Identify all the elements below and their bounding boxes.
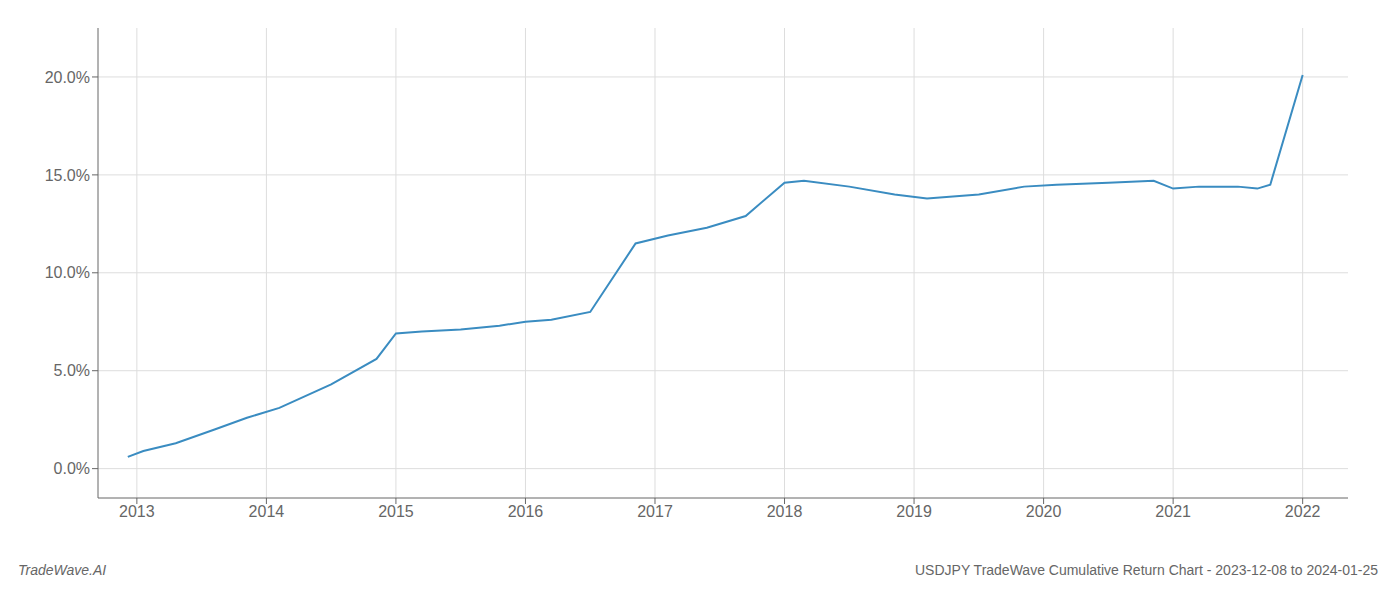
svg-text:2016: 2016 (508, 503, 544, 520)
svg-text:2013: 2013 (119, 503, 155, 520)
svg-text:0.0%: 0.0% (54, 460, 90, 477)
svg-text:5.0%: 5.0% (54, 362, 90, 379)
html-text:TradeWave.AI: TradeWave.AI (18, 562, 107, 578)
svg-text:2015: 2015 (378, 503, 414, 520)
svg-text:2019: 2019 (896, 503, 932, 520)
svg-text:2014: 2014 (249, 503, 285, 520)
html-text:USDJPY TradeWave Cumulative Re: USDJPY TradeWave Cumulative Return Chart… (915, 562, 1378, 578)
svg-text:2022: 2022 (1285, 503, 1321, 520)
svg-text:2018: 2018 (767, 503, 803, 520)
svg-text:20.0%: 20.0% (45, 69, 90, 86)
svg-text:2017: 2017 (637, 503, 673, 520)
svg-text:10.0%: 10.0% (45, 264, 90, 281)
svg-text:2020: 2020 (1026, 503, 1062, 520)
svg-text:15.0%: 15.0% (45, 167, 90, 184)
svg-text:2021: 2021 (1155, 503, 1191, 520)
